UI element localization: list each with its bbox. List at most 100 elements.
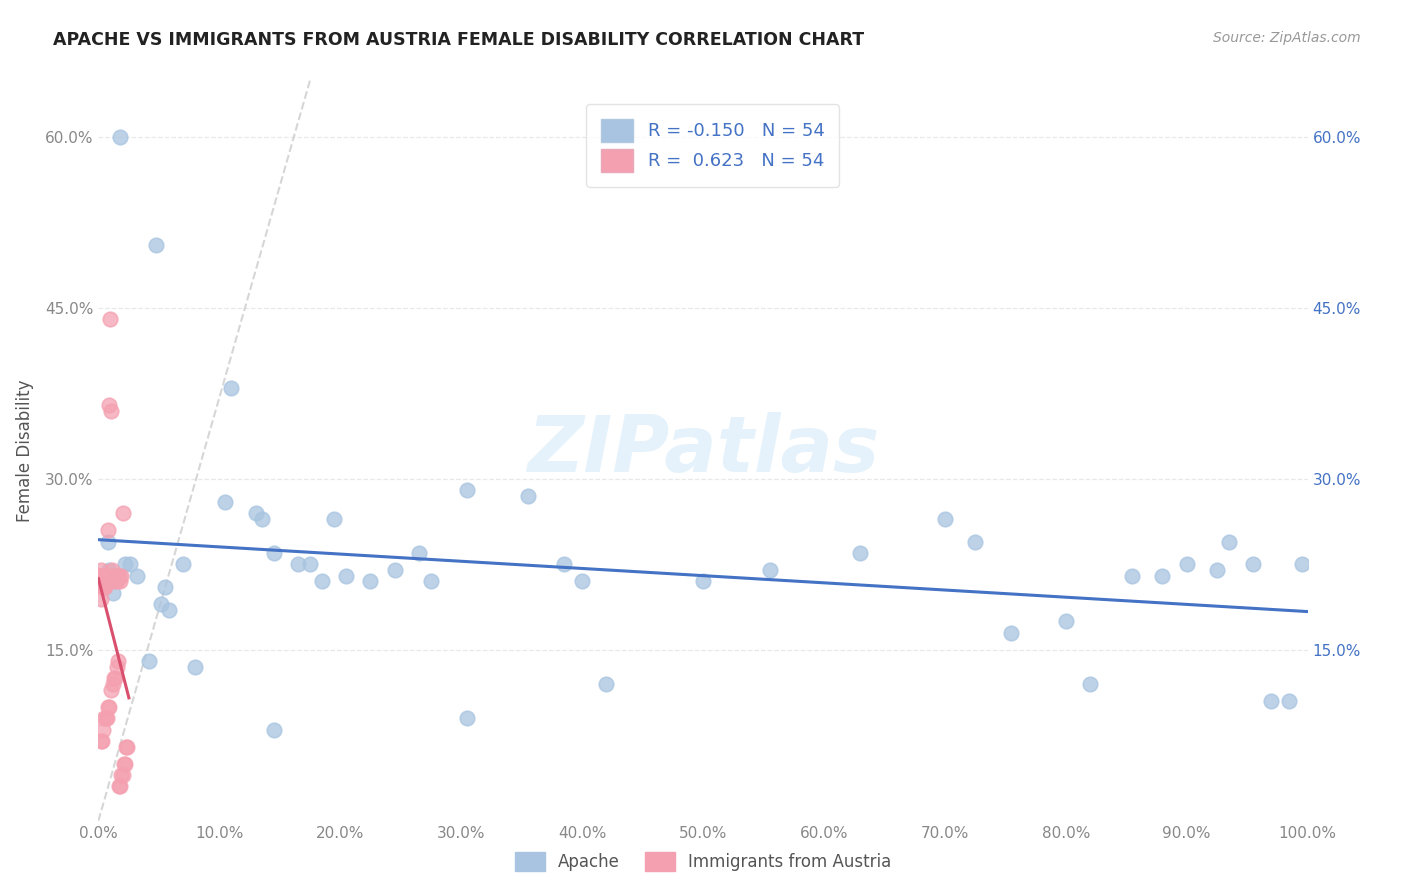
- Point: [89, 568, 111, 582]
- Point: [384, 563, 406, 577]
- Point: [1078, 677, 1101, 691]
- Legend: Apache, Immigrants from Austria: Apache, Immigrants from Austria: [506, 843, 900, 880]
- Point: [100, 574, 122, 589]
- Point: [118, 558, 141, 572]
- Point: [287, 558, 309, 572]
- Point: [93, 711, 115, 725]
- Point: [184, 660, 207, 674]
- Point: [108, 130, 131, 145]
- Point: [595, 677, 617, 691]
- Point: [420, 574, 443, 589]
- Point: [90, 591, 112, 606]
- Point: [89, 568, 111, 582]
- Point: [108, 574, 131, 589]
- Point: [90, 568, 112, 582]
- Point: [98, 312, 121, 326]
- Point: [245, 506, 267, 520]
- Point: [105, 574, 128, 589]
- Point: [91, 723, 114, 737]
- Point: [127, 568, 149, 582]
- Point: [97, 523, 120, 537]
- Point: [93, 574, 115, 589]
- Point: [849, 546, 872, 560]
- Point: [96, 711, 118, 725]
- Point: [107, 568, 129, 582]
- Point: [1054, 615, 1077, 629]
- Point: [408, 546, 430, 560]
- Text: ZIPatlas: ZIPatlas: [527, 412, 879, 489]
- Point: [103, 568, 125, 582]
- Point: [90, 734, 112, 748]
- Point: [1218, 534, 1240, 549]
- Point: [516, 489, 538, 503]
- Point: [105, 660, 128, 674]
- Point: [90, 563, 112, 577]
- Point: [692, 574, 714, 589]
- Point: [1000, 625, 1022, 640]
- Point: [91, 574, 114, 589]
- Point: [1291, 558, 1313, 572]
- Point: [1278, 694, 1301, 708]
- Point: [115, 739, 138, 754]
- Point: [89, 568, 111, 582]
- Point: [107, 654, 129, 668]
- Point: [91, 580, 114, 594]
- Point: [91, 574, 114, 589]
- Point: [98, 563, 121, 577]
- Point: [360, 574, 382, 589]
- Point: [145, 238, 167, 252]
- Point: [934, 512, 956, 526]
- Point: [103, 671, 125, 685]
- Point: [110, 568, 132, 582]
- Point: [89, 574, 111, 589]
- Point: [98, 699, 121, 714]
- Point: [335, 568, 357, 582]
- Point: [94, 711, 117, 725]
- Point: [100, 403, 122, 417]
- Point: [172, 558, 194, 572]
- Point: [456, 711, 478, 725]
- Point: [97, 699, 120, 714]
- Point: [1175, 558, 1198, 572]
- Point: [101, 586, 124, 600]
- Point: [101, 677, 124, 691]
- Point: [101, 568, 124, 582]
- Point: [94, 568, 117, 582]
- Point: [323, 512, 346, 526]
- Point: [96, 568, 118, 582]
- Point: [93, 580, 115, 594]
- Point: [214, 494, 236, 508]
- Point: [107, 568, 129, 582]
- Point: [263, 723, 285, 737]
- Point: [93, 568, 115, 582]
- Point: [98, 398, 121, 412]
- Point: [1260, 694, 1282, 708]
- Point: [150, 597, 173, 611]
- Point: [110, 768, 132, 782]
- Point: [157, 603, 180, 617]
- Point: [311, 574, 333, 589]
- Legend: R = -0.150   N = 54, R =  0.623   N = 54: R = -0.150 N = 54, R = 0.623 N = 54: [586, 104, 839, 186]
- Point: [111, 506, 134, 520]
- Point: [138, 654, 160, 668]
- Y-axis label: Female Disability: Female Disability: [15, 379, 34, 522]
- Point: [1241, 558, 1264, 572]
- Point: [91, 734, 114, 748]
- Point: [153, 580, 176, 594]
- Point: [117, 739, 139, 754]
- Point: [89, 568, 111, 582]
- Point: [299, 558, 322, 572]
- Text: Source: ZipAtlas.com: Source: ZipAtlas.com: [1213, 31, 1361, 45]
- Point: [100, 563, 122, 577]
- Point: [108, 568, 131, 582]
- Point: [965, 534, 987, 549]
- Point: [108, 780, 131, 794]
- Point: [91, 568, 114, 582]
- Point: [758, 563, 780, 577]
- Point: [114, 756, 136, 771]
- Point: [93, 580, 115, 594]
- Point: [111, 768, 134, 782]
- Point: [250, 512, 273, 526]
- Point: [104, 671, 127, 685]
- Point: [112, 756, 135, 771]
